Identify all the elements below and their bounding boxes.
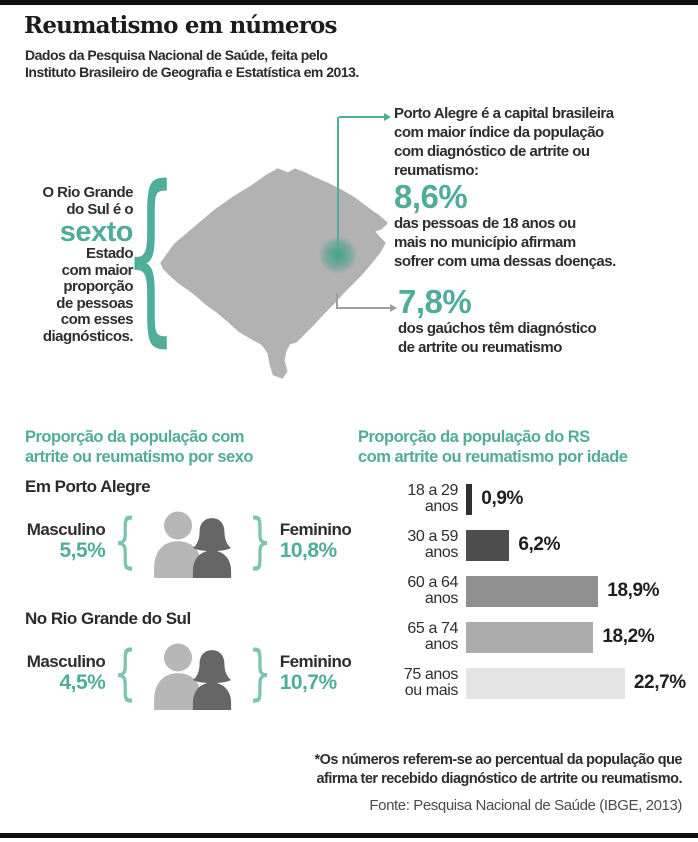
female-person-icon bbox=[192, 518, 231, 578]
page-title: Reumatismo em números bbox=[24, 12, 338, 39]
age-chart-row: 30 a 59 anos 6,2% bbox=[358, 529, 696, 561]
sex-group-title: No Rio Grande do Sul bbox=[25, 609, 191, 628]
age-section-heading: Proporção da população do RS com artrite … bbox=[358, 428, 628, 466]
state-callout-intro: O Rio Grande do Sul é o bbox=[42, 184, 133, 218]
age-bar bbox=[466, 483, 473, 515]
porto-alegre-callout-detail: das pessoas de 18 anos ou mais no municíp… bbox=[394, 215, 616, 270]
footnote: *Os números referem-se ao percentual da … bbox=[314, 752, 682, 787]
top-rule bbox=[0, 0, 698, 5]
male-stat: Masculino 4,5% bbox=[20, 652, 106, 694]
sex-comparison-row: Masculino 5,5% { } bbox=[20, 503, 365, 579]
female-value: 10,7% bbox=[279, 671, 338, 694]
male-value: 4,5% bbox=[59, 671, 106, 694]
age-category-label: 18 a 29 anos bbox=[407, 482, 458, 515]
male-value: 5,5% bbox=[59, 539, 106, 562]
age-chart-row: 18 a 29 anos 0,9% bbox=[358, 483, 696, 515]
source-credit: Fonte: Pesquisa Nacional de Saúde (IBGE,… bbox=[369, 797, 682, 814]
porto-alegre-callout-text: Porto Alegre é a capital brasileira com m… bbox=[394, 105, 614, 179]
female-person-icon bbox=[192, 650, 231, 710]
female-value: 10,8% bbox=[279, 539, 338, 562]
age-chart-row: 65 a 74 anos 18,2% bbox=[358, 621, 696, 653]
sex-comparison-row: Masculino 4,5% { } bbox=[20, 635, 365, 711]
people-icons bbox=[146, 504, 240, 578]
close-brace-icon: } bbox=[248, 638, 272, 708]
male-label: Masculino bbox=[26, 520, 106, 539]
open-brace-icon: { bbox=[113, 506, 137, 576]
age-chart-row: 75 anos ou mais 22,7% bbox=[358, 667, 696, 699]
male-person-icon bbox=[153, 643, 202, 710]
rio-grande-do-sul-map bbox=[160, 168, 388, 379]
state-connector-line bbox=[336, 293, 338, 309]
age-category-label: 65 a 74 anos bbox=[407, 620, 458, 653]
state-rate-detail: dos gaúchos têm diagnóstico de artrite ou… bbox=[398, 320, 597, 356]
porto-alegre-connector-line bbox=[337, 117, 339, 247]
porto-alegre-value: 8,6% bbox=[394, 178, 468, 215]
female-stat: Feminino 10,8% bbox=[280, 520, 365, 562]
female-label: Feminino bbox=[279, 520, 352, 539]
state-connector-line bbox=[336, 307, 390, 309]
age-category-label: 60 a 64 anos bbox=[407, 574, 458, 607]
sex-group-title: Em Porto Alegre bbox=[25, 477, 151, 496]
people-icons bbox=[146, 636, 240, 710]
age-bar bbox=[466, 667, 625, 699]
bottom-rule bbox=[0, 833, 698, 838]
close-brace-icon: } bbox=[248, 506, 272, 576]
age-chart: 18 a 29 anos 0,9% 30 a 59 anos 6,2% 60 a 64 ano… bbox=[358, 483, 696, 713]
age-value-label: 18,2% bbox=[602, 626, 655, 647]
male-stat: Masculino 5,5% bbox=[20, 520, 106, 562]
female-stat: Feminino 10,7% bbox=[280, 652, 365, 694]
male-person-icon bbox=[153, 511, 202, 578]
age-chart-row: 60 a 64 anos 18,9% bbox=[358, 575, 696, 607]
age-bar bbox=[466, 621, 594, 653]
open-brace-icon: { bbox=[113, 638, 137, 708]
porto-alegre-connector-arrow-icon bbox=[384, 113, 391, 121]
male-label: Masculino bbox=[26, 652, 106, 671]
age-value-label: 18,9% bbox=[607, 580, 660, 601]
age-category-label: 75 anos ou mais bbox=[403, 666, 459, 699]
state-callout: O Rio Grande do Sul é o sexto Estado com m… bbox=[0, 184, 133, 345]
age-value-label: 22,7% bbox=[633, 672, 686, 693]
state-callout-detail: Estado com maior proporção de pessoas com es… bbox=[42, 245, 134, 345]
sex-group-rio-grande-do-sul: No Rio Grande do Sul Masculino 4,5% { bbox=[20, 609, 365, 711]
age-value-label: 6,2% bbox=[518, 534, 561, 555]
female-label: Feminino bbox=[279, 652, 352, 671]
state-rate-value: 7,8% bbox=[398, 283, 472, 320]
page-subtitle: Dados da Pesquisa Nacional de Saúde, fei… bbox=[25, 47, 359, 80]
sex-section-heading: Proporção da população com artrite ou reu… bbox=[25, 428, 253, 466]
state-rate-callout: 7,8% dos gaúchos têm diagnóstico de artri… bbox=[398, 285, 688, 357]
age-bar bbox=[466, 529, 510, 561]
age-bar bbox=[466, 575, 599, 607]
age-category-label: 30 a 59 anos bbox=[407, 528, 458, 561]
state-rank-highlight: sexto bbox=[59, 216, 134, 248]
state-connector-arrow-icon bbox=[390, 304, 397, 312]
porto-alegre-connector-line bbox=[339, 116, 384, 118]
porto-alegre-callout: Porto Alegre é a capital brasileira com m… bbox=[394, 104, 694, 271]
sex-group-porto-alegre: Em Porto Alegre Masculino 5,5% { bbox=[20, 477, 365, 579]
age-value-label: 0,9% bbox=[481, 488, 524, 509]
